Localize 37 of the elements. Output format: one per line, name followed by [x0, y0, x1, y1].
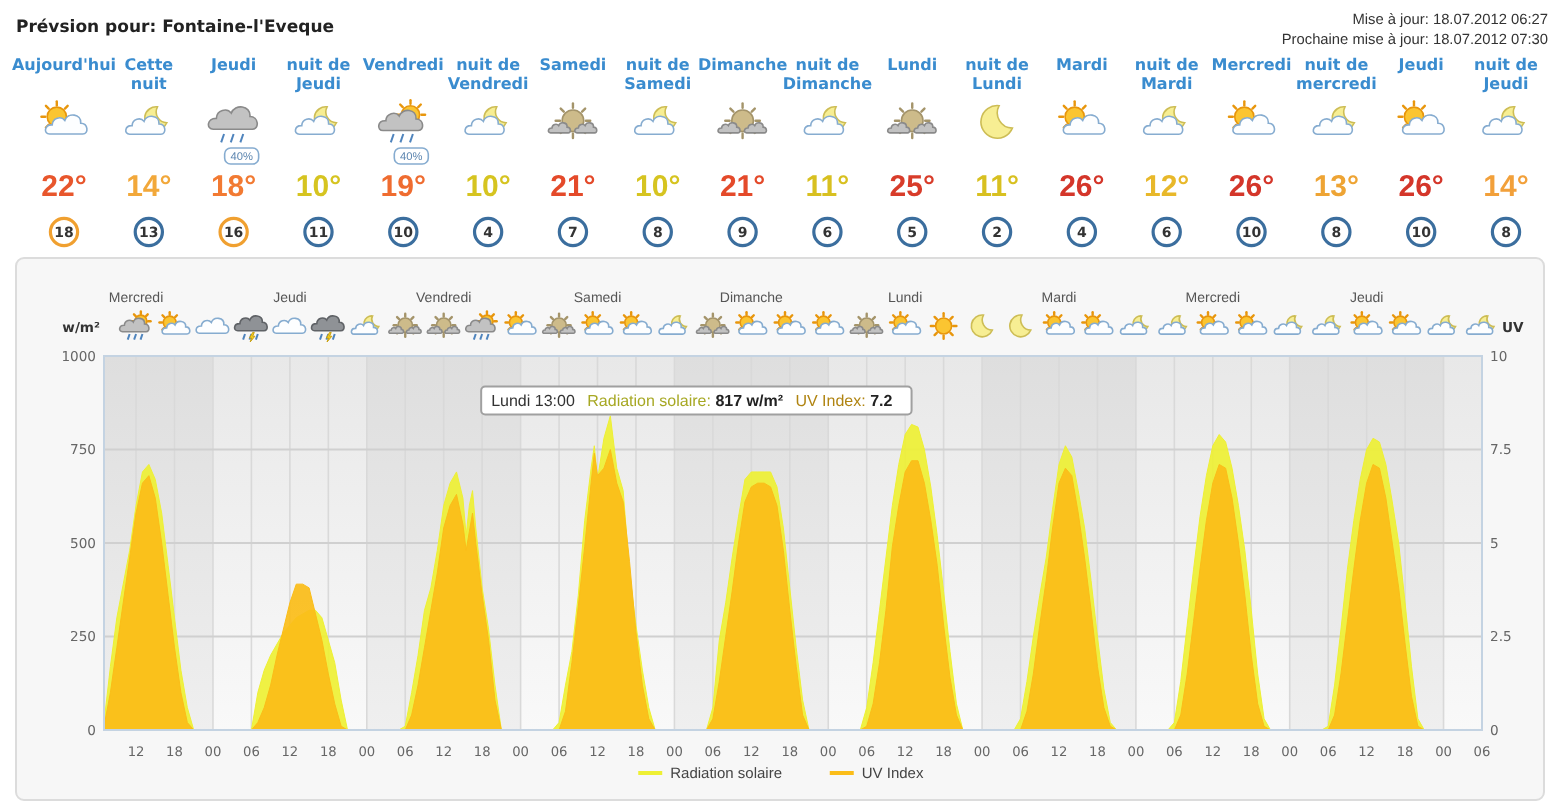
category-label: Dimanche — [697, 56, 789, 74]
text: Prévsion pour: Fontaine-l'Eveque — [16, 18, 335, 38]
data-label: 19° — [380, 170, 426, 204]
category-label: Cette nuit — [124, 56, 175, 93]
category-label: Lundi — [887, 56, 938, 74]
data-label: 21° — [719, 170, 766, 204]
data-label: 13° — [1313, 170, 1360, 204]
data-label: 10° — [465, 170, 511, 204]
data-label: 25° — [889, 170, 935, 204]
category-label: nuit de Vendredi — [447, 56, 530, 93]
category-label: Jeudi — [1396, 56, 1445, 74]
category-label: Mercredi — [1211, 56, 1292, 74]
category-label: nuit de Mardi — [1134, 56, 1200, 93]
data-label: 10° — [295, 170, 342, 204]
category-label: nuit de Lundi — [965, 56, 1031, 93]
data-label: 18° — [210, 170, 257, 204]
data-label: 21° — [550, 170, 596, 204]
data-label: 26° — [1059, 170, 1105, 204]
data-label: 26° — [1228, 170, 1275, 204]
category-label: nuit de Samedi — [624, 56, 692, 93]
category-label: Jeudi — [209, 56, 257, 74]
category-label: Aujourd'hui — [11, 56, 117, 74]
category-label: nuit de Jeudi — [286, 56, 352, 93]
data-label: 26° — [1398, 170, 1444, 204]
category-label: nuit de mercredi — [1296, 56, 1378, 93]
category-label: Mardi — [1056, 56, 1109, 74]
data-label: 14° — [1483, 170, 1529, 204]
data-label: 11° — [975, 170, 1019, 204]
data-label: 22° — [41, 170, 87, 204]
data-label: 14° — [126, 170, 172, 204]
data-label: 11° — [805, 170, 850, 204]
category-label: Vendredi — [362, 56, 445, 74]
category-label: nuit de Jeudi — [1474, 56, 1540, 93]
category-label: Samedi — [539, 56, 607, 74]
data-label: 10° — [635, 170, 681, 204]
annotation: Lundi 13:00 Radiation solaire: 817 w/m² UV Index: 7.2 — [491, 392, 894, 411]
data-label: 12° — [1144, 170, 1190, 204]
